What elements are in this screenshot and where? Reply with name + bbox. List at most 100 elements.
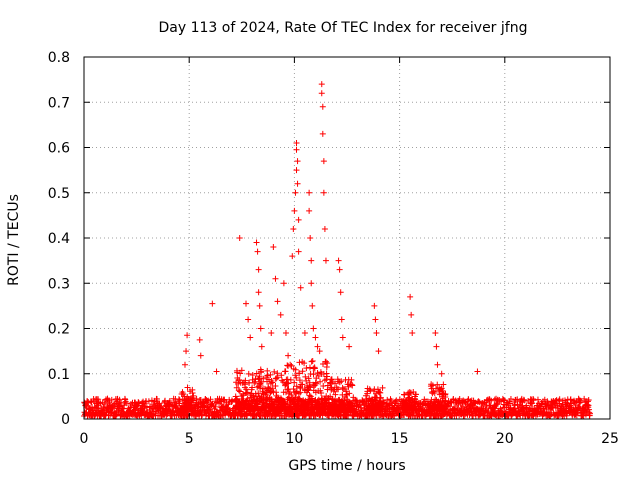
data-point [292, 366, 299, 373]
data-point [95, 396, 102, 403]
data-point [289, 253, 296, 260]
data-point [313, 380, 320, 387]
data-point [441, 406, 448, 413]
data-point [461, 398, 468, 405]
data-point [145, 398, 152, 405]
data-point [258, 378, 265, 385]
data-point [308, 257, 315, 264]
data-points [81, 81, 593, 419]
data-point [336, 379, 343, 386]
data-point [296, 377, 303, 384]
data-point [293, 139, 300, 146]
data-point [314, 370, 321, 377]
data-point [453, 412, 460, 419]
data-point [181, 361, 188, 368]
data-point [474, 368, 481, 375]
data-point [407, 293, 414, 300]
data-point [255, 266, 262, 273]
data-point [267, 371, 274, 378]
data-point [316, 348, 323, 355]
data-point [212, 403, 219, 410]
data-point [529, 400, 536, 407]
data-point [108, 396, 115, 403]
data-point [306, 392, 313, 399]
data-point [377, 389, 384, 396]
data-point [293, 146, 300, 153]
data-point [293, 167, 300, 174]
data-point [497, 405, 504, 412]
data-point [259, 399, 266, 406]
data-point [284, 362, 291, 369]
data-point [442, 398, 449, 405]
y-tick-label: 0.6 [48, 141, 70, 157]
data-point [238, 367, 245, 374]
data-point [332, 380, 339, 387]
data-point [87, 398, 94, 405]
data-point [256, 302, 263, 309]
data-point [584, 398, 591, 405]
data-point [419, 400, 426, 407]
chart-title: Day 113 of 2024, Rate Of TEC Index for r… [159, 20, 528, 36]
y-axis-label: ROTI / TECUs [6, 194, 22, 286]
data-point [274, 298, 281, 305]
data-point [341, 399, 348, 406]
data-point [189, 404, 196, 411]
data-point [296, 370, 303, 377]
data-point [305, 375, 312, 382]
x-tick-label: 10 [285, 431, 303, 447]
data-point [282, 330, 289, 337]
data-point [314, 343, 321, 350]
data-point [408, 311, 415, 318]
data-point [511, 402, 518, 409]
data-point [267, 380, 274, 387]
data-point [412, 401, 419, 408]
plot-frame [83, 56, 611, 420]
data-point [237, 370, 244, 377]
data-point [450, 405, 457, 412]
data-point [249, 372, 256, 379]
data-point [291, 379, 298, 386]
data-point [193, 395, 200, 402]
data-point [488, 397, 495, 404]
data-point [301, 398, 308, 405]
data-point [309, 302, 316, 309]
data-point [262, 404, 269, 411]
data-point [123, 400, 130, 407]
data-point [322, 358, 329, 365]
data-point [184, 332, 191, 339]
y-tick-label: 0 [61, 412, 70, 428]
data-point [331, 397, 338, 404]
data-point [301, 330, 308, 337]
data-point [292, 189, 299, 196]
data-point [295, 248, 302, 255]
data-point [236, 388, 243, 395]
data-point [243, 300, 250, 307]
data-point [153, 395, 160, 402]
x-tick-label: 20 [496, 431, 514, 447]
data-point [270, 244, 277, 251]
data-point [213, 368, 220, 375]
data-point [190, 405, 197, 412]
data-point [582, 411, 589, 418]
data-point [273, 401, 280, 408]
data-point [196, 336, 203, 343]
data-point [530, 397, 537, 404]
data-point [324, 373, 331, 380]
y-tick-label: 0.8 [48, 50, 70, 66]
data-point [293, 374, 300, 381]
data-point [308, 395, 315, 402]
data-point [586, 410, 593, 417]
data-point [263, 400, 270, 407]
data-point [295, 390, 302, 397]
data-point [197, 352, 204, 359]
data-point [367, 387, 374, 394]
data-point [301, 360, 308, 367]
data-point [264, 372, 271, 379]
data-point [434, 381, 441, 388]
data-point [500, 401, 507, 408]
data-point [295, 216, 302, 223]
data-point [271, 368, 278, 375]
data-point [290, 225, 297, 232]
data-point [506, 400, 513, 407]
